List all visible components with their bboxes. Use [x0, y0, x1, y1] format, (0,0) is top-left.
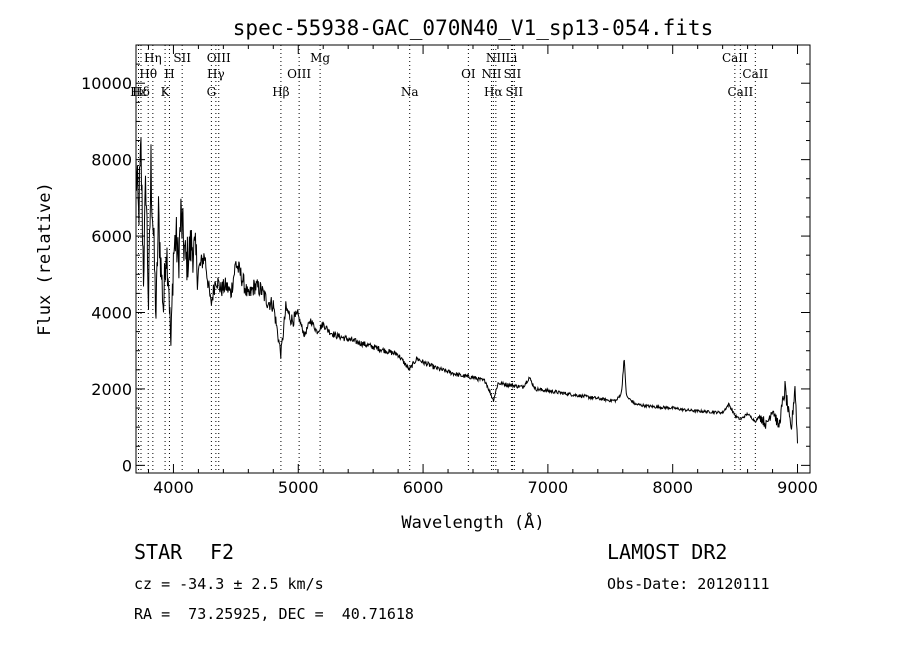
line-marker-label: H	[164, 67, 174, 81]
object-subclass: F2	[210, 540, 235, 564]
x-tick-label: 4000	[153, 478, 194, 497]
line-marker-label: Mg	[310, 51, 330, 65]
chart-title: spec-55938-GAC_070N40_V1_sp13-054.fits	[233, 16, 713, 40]
x-tick-label: 6000	[403, 478, 444, 497]
plot-frame	[135, 44, 811, 474]
x-tick-label: 8000	[652, 478, 693, 497]
y-tick-label: 10000	[81, 74, 132, 93]
ra-dec-coordinates: RA = 73.25925, DEC = 40.71618	[134, 605, 414, 623]
y-tick-label: 6000	[91, 227, 132, 246]
line-marker-label: OIII	[287, 67, 311, 81]
observation-date: Obs-Date: 20120111	[607, 575, 770, 593]
line-marker-label: Hβ	[272, 85, 289, 99]
y-tick-label: 8000	[91, 151, 132, 170]
flux-series-line	[135, 137, 798, 444]
line-marker-label: Hε	[130, 85, 147, 99]
line-marker-label: CaII	[727, 85, 753, 99]
y-tick-label: 4000	[91, 304, 132, 323]
redshift-cz: cz = -34.3 ± 2.5 km/s	[134, 575, 324, 593]
line-marker-label: SII	[173, 51, 191, 65]
x-tick-label: 9000	[777, 478, 818, 497]
x-axis-label: Wavelength (Å)	[401, 511, 544, 533]
survey-name: LAMOST DR2	[607, 540, 728, 564]
line-marker-label: NII	[481, 67, 501, 81]
line-marker-label: OIII	[207, 51, 231, 65]
line-marker-label: OI	[461, 67, 476, 81]
line-marker-label: Hγ	[207, 67, 225, 81]
line-marker-label: Li	[506, 51, 518, 65]
object-class: STAR	[134, 540, 183, 564]
x-tick-label: 5000	[278, 478, 319, 497]
line-marker-label: Hθ	[139, 67, 157, 81]
line-marker-label: Hδ	[132, 85, 150, 99]
line-marker-label: CaII	[742, 67, 768, 81]
line-marker-label: Hη	[144, 51, 162, 65]
y-tick-label: 0	[122, 456, 132, 475]
line-marker-label: NII	[486, 51, 506, 65]
line-marker-label: Na	[401, 85, 419, 99]
y-axis-label: Flux (relative)	[35, 182, 55, 336]
line-marker-label: SII	[505, 85, 523, 99]
x-tick-label: 7000	[528, 478, 569, 497]
line-marker-label: K	[161, 85, 171, 99]
line-marker-label: SII	[504, 67, 522, 81]
line-marker-label: Hα	[484, 85, 503, 99]
axis-ticks: 4000 5000 6000 7000 8000 9000 0 2000 4000 6000 800…	[81, 45, 818, 497]
line-marker-label: G	[207, 85, 217, 99]
y-tick-label: 2000	[91, 380, 132, 399]
line-marker-label: CaII	[722, 51, 748, 65]
